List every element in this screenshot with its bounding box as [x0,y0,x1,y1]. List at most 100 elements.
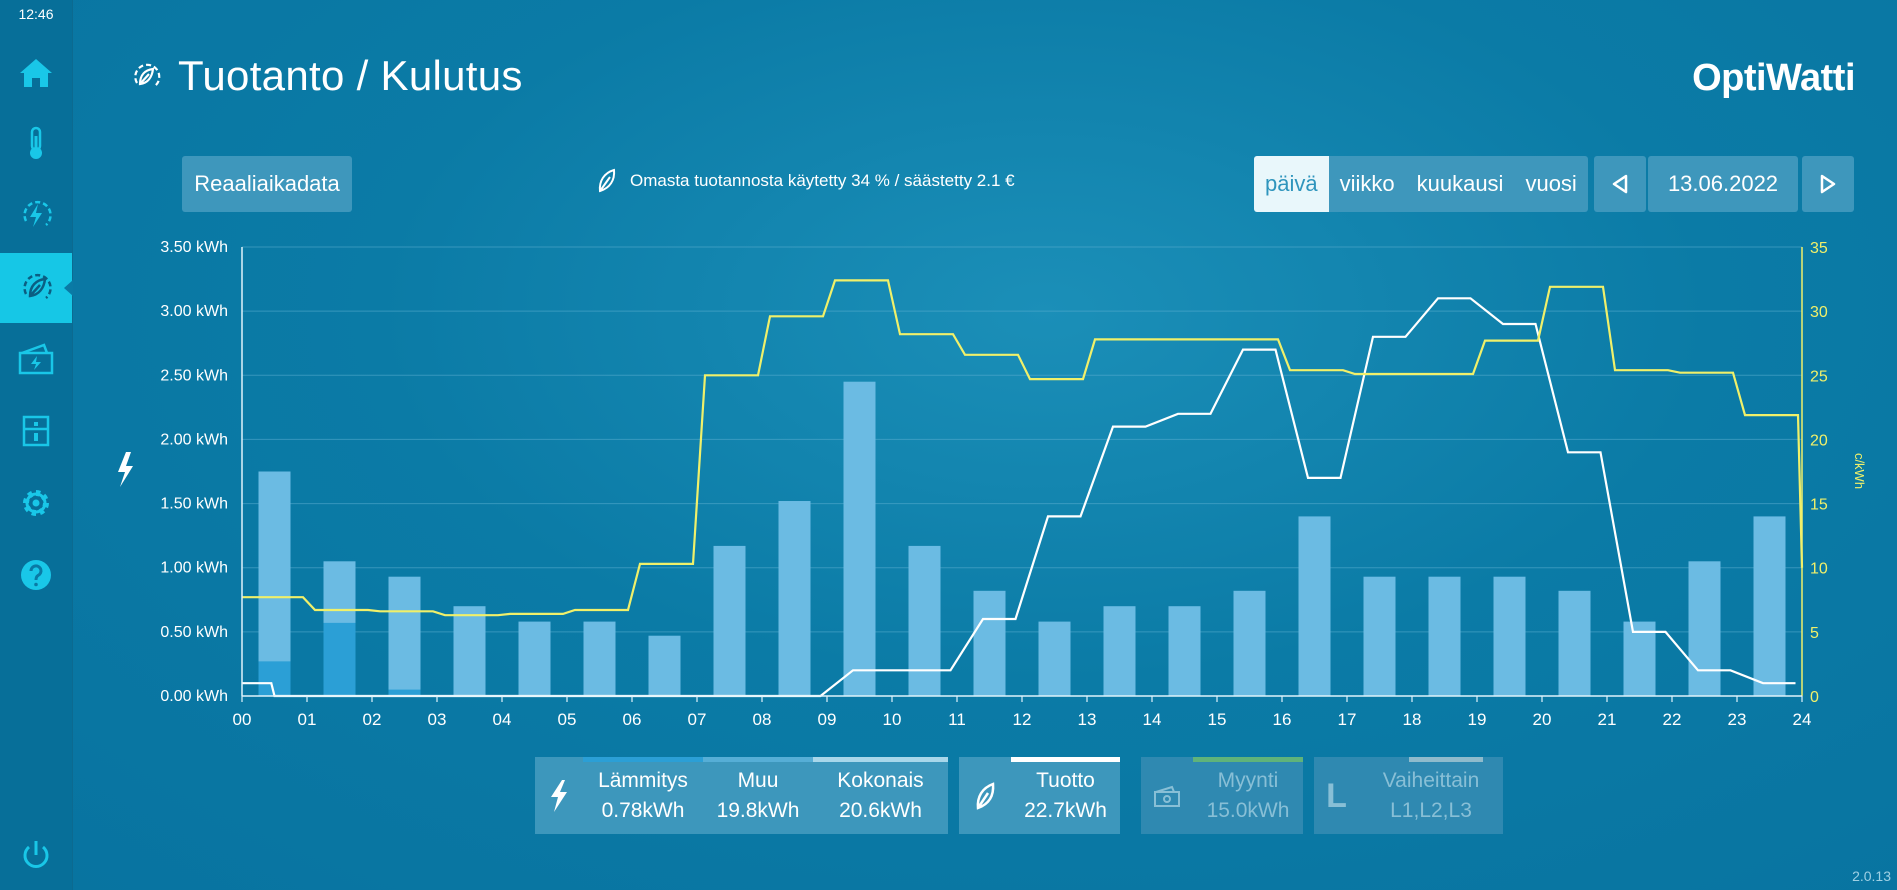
price-line [242,279,1804,617]
x-tick-label: 15 [1208,710,1227,729]
y-left-tick-label: 2.50 kWh [160,367,228,384]
x-tick-label: 23 [1728,710,1747,729]
y-left-tick-label: 2.00 kWh [160,431,228,448]
sidebar-item-production[interactable] [0,253,73,323]
bar-total [1233,590,1266,696]
bar-total [1168,606,1201,696]
legend-phases-label: Vaiheittain [1382,768,1480,792]
device-icon [22,415,50,447]
legend-total[interactable]: Kokonais 20.6kWh [813,757,948,834]
sidebar-item-savings[interactable] [0,324,72,394]
realtime-button[interactable]: Reaaliaikadata [182,156,352,212]
x-tick-label: 10 [883,710,902,729]
legend-phases[interactable]: Vaiheittain L1,L2,L3 [1359,757,1503,834]
leaf-icon [976,781,995,810]
bar-total [1623,621,1656,696]
x-tick-label: 02 [363,710,382,729]
legend-production[interactable]: Tuotto 22.7kWh [1011,757,1120,834]
help-icon [21,560,51,590]
x-tick-label: 12 [1013,710,1032,729]
clock: 12:46 [18,6,54,22]
production-icon-cell [959,757,1011,834]
period-week[interactable]: viikko [1339,171,1395,196]
legend-production-label: Tuotto [1036,768,1095,792]
bar-total [1298,516,1331,696]
energy-icon [23,200,52,227]
sidebar-item-settings[interactable] [0,468,72,538]
lightning-icon [118,452,133,487]
x-tick-label: 05 [558,710,577,729]
y-right-tick-label: 5 [1810,625,1819,642]
x-tick-label: 16 [1273,710,1292,729]
bar-total [843,381,876,696]
period-month[interactable]: kuukausi [1416,171,1504,196]
x-tick-label: 17 [1338,710,1357,729]
y-left-tick-label: 0.00 kWh [160,688,228,705]
sidebar: 12:46 [0,0,73,890]
right-axis-label: c/kWh [1852,453,1867,489]
legend-total-label: Kokonais [837,768,924,792]
x-tick-label: 13 [1078,710,1097,729]
period-year[interactable]: vuosi [1525,171,1577,196]
y-right-tick-label: 30 [1810,304,1828,321]
x-tick-label: 01 [298,710,317,729]
legend-phases-value: L1,L2,L3 [1390,798,1472,822]
bar-total [1558,590,1591,696]
bar-total [453,606,486,696]
savings-summary: Omasta tuotannosta käytetty 34 % / sääst… [596,168,1015,194]
date-display[interactable]: 13.06.2022 [1648,156,1798,212]
sidebar-item-energy[interactable] [0,180,72,250]
sidebar-item-temperature[interactable] [0,108,72,178]
legend-heating-value: 0.78kWh [601,798,685,822]
legend-other[interactable]: Muu 19.8kWh [703,757,813,834]
sidebar-item-logout[interactable] [0,820,72,890]
legend-sale-color [1193,757,1303,762]
legend-sale[interactable]: Myynti 15.0kWh [1193,757,1303,834]
lightning-icon [551,779,567,812]
x-tick-label: 19 [1468,710,1487,729]
power-icon [23,841,49,868]
x-tick-label: 18 [1403,710,1422,729]
bar-total [1753,516,1786,696]
sidebar-item-home[interactable] [0,38,72,108]
sidebar-item-help[interactable] [0,540,72,610]
y-right-tick-label: 10 [1810,561,1828,578]
period-day[interactable]: päivä [1254,156,1329,212]
bar-total [1428,576,1461,696]
y-left-tick-label: 1.50 kWh [160,496,228,513]
bar-heating [388,689,421,696]
y-right-tick-label: 25 [1810,368,1828,385]
thermometer-icon [30,126,42,159]
chevron-right-icon [1820,174,1836,194]
consumption-icon-cell [535,757,583,834]
legend-sale-value: 15.0kWh [1206,798,1290,822]
production-title-icon [134,63,161,87]
bar-heating [258,661,291,696]
sidebar-item-devices[interactable] [0,396,72,466]
legend-heating[interactable]: Lämmitys 0.78kWh [583,757,703,834]
next-date-button[interactable] [1802,156,1854,212]
bar-total [518,621,551,696]
consumption-legend[interactable]: Lämmitys 0.78kWh Muu 19.8kWh Kokonais 20… [535,757,948,834]
production-legend[interactable]: Tuotto 22.7kWh [959,757,1120,834]
period-selector: päivä viikko kuukausi vuosi [1254,156,1588,212]
x-tick-label: 22 [1663,710,1682,729]
y-right-tick-label: 35 [1810,240,1828,257]
bar-total [973,590,1006,696]
legend-sale-label: Myynti [1217,768,1279,792]
previous-date-button[interactable] [1594,156,1646,212]
y-right-tick-label: 15 [1810,497,1828,514]
bar-total [1688,561,1721,696]
phases-letter: L [1326,776,1347,815]
version-label: 2.0.13 [1852,868,1891,884]
x-tick-label: 20 [1533,710,1552,729]
bar-total [1363,576,1396,696]
y-left-tick-label: 3.50 kWh [160,239,228,256]
sale-legend[interactable]: Myynti 15.0kWh [1141,757,1303,834]
legend-total-color [813,757,948,762]
phases-legend[interactable]: L Vaiheittain L1,L2,L3 [1314,757,1503,834]
bar-total [388,576,421,696]
logo: OptiWatti [1692,57,1855,99]
